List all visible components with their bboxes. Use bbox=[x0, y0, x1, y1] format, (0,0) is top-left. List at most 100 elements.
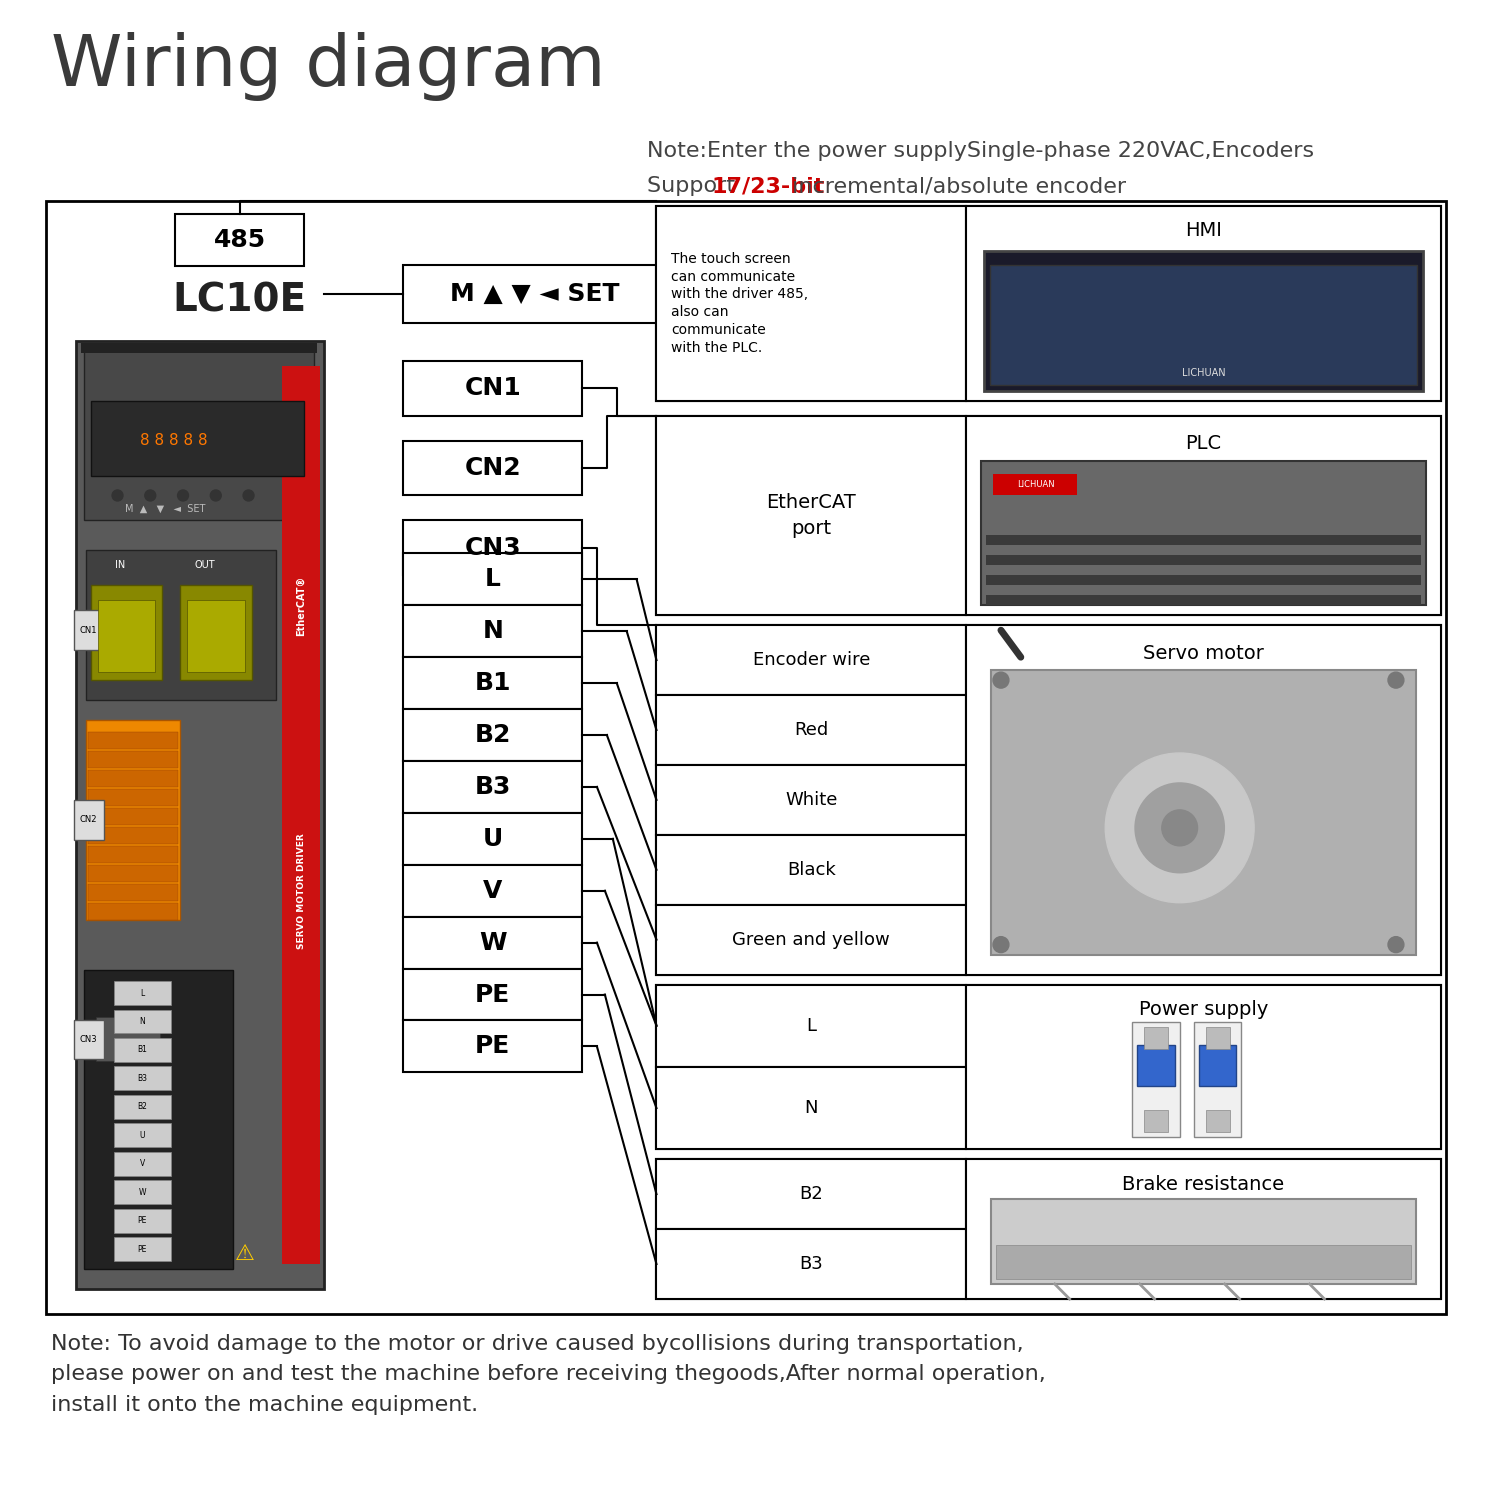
Text: Power supply: Power supply bbox=[1138, 1000, 1268, 1018]
Bar bbox=[87, 770, 178, 788]
Bar bbox=[84, 351, 314, 520]
Text: B2: B2 bbox=[474, 723, 512, 747]
Text: PLC: PLC bbox=[1185, 433, 1221, 453]
Bar bbox=[990, 266, 1418, 384]
Bar bbox=[404, 916, 582, 969]
Text: Note: To avoid damage to the motor or drive caused bycollisions during transport: Note: To avoid damage to the motor or dr… bbox=[51, 1334, 1046, 1414]
Bar bbox=[81, 344, 316, 352]
Bar bbox=[1132, 1023, 1180, 1137]
Bar bbox=[404, 520, 582, 576]
Bar bbox=[87, 884, 178, 900]
Bar bbox=[657, 626, 966, 694]
Bar bbox=[114, 1066, 171, 1090]
Bar bbox=[76, 340, 324, 1288]
Bar bbox=[657, 1066, 966, 1149]
Bar bbox=[986, 555, 1420, 566]
Bar bbox=[188, 600, 244, 672]
Text: Green and yellow: Green and yellow bbox=[732, 930, 890, 948]
Text: M  ▲   ▼   ◄  SET: M ▲ ▼ ◄ SET bbox=[124, 504, 206, 513]
Bar bbox=[657, 626, 1440, 975]
Circle shape bbox=[1388, 672, 1404, 688]
Bar bbox=[98, 600, 154, 672]
Text: M ▲ ▼ ◄ SET: M ▲ ▼ ◄ SET bbox=[450, 282, 620, 306]
Text: L: L bbox=[807, 1017, 816, 1035]
Bar bbox=[114, 1152, 171, 1176]
Bar bbox=[114, 981, 171, 1005]
Bar bbox=[657, 206, 966, 400]
Bar bbox=[1194, 1023, 1242, 1137]
Bar bbox=[992, 1198, 1416, 1284]
Bar bbox=[180, 585, 252, 680]
Bar bbox=[176, 214, 304, 266]
Bar bbox=[404, 606, 582, 657]
Text: CN2: CN2 bbox=[80, 816, 98, 825]
Bar bbox=[87, 903, 178, 920]
Bar bbox=[282, 366, 320, 1264]
Bar bbox=[966, 626, 1440, 975]
Bar bbox=[87, 808, 178, 825]
Text: CN1: CN1 bbox=[465, 376, 520, 400]
Text: CN3: CN3 bbox=[465, 536, 520, 560]
Bar bbox=[114, 1038, 171, 1062]
Bar bbox=[404, 865, 582, 916]
Bar bbox=[986, 596, 1420, 606]
Bar bbox=[404, 969, 582, 1020]
Bar bbox=[657, 1160, 966, 1228]
Text: PE: PE bbox=[476, 1035, 510, 1059]
Bar bbox=[986, 576, 1420, 585]
Bar bbox=[404, 554, 582, 606]
Circle shape bbox=[146, 490, 156, 501]
Text: White: White bbox=[784, 790, 837, 808]
Text: CN1: CN1 bbox=[80, 626, 98, 634]
Circle shape bbox=[243, 490, 254, 501]
Text: N: N bbox=[140, 1017, 146, 1026]
Text: CN3: CN3 bbox=[80, 1035, 98, 1044]
Text: L: L bbox=[140, 988, 144, 998]
Bar bbox=[404, 266, 666, 322]
Text: W: W bbox=[138, 1188, 146, 1197]
Bar bbox=[90, 585, 162, 680]
Text: B3: B3 bbox=[474, 776, 512, 800]
Text: Support: Support bbox=[646, 176, 742, 196]
Text: 485: 485 bbox=[213, 228, 266, 252]
Bar bbox=[114, 1124, 171, 1148]
Text: IN: IN bbox=[116, 561, 126, 570]
Circle shape bbox=[177, 490, 189, 501]
Bar bbox=[657, 206, 1440, 400]
Bar bbox=[657, 836, 966, 904]
Circle shape bbox=[1162, 810, 1197, 846]
Bar bbox=[984, 251, 1422, 390]
Circle shape bbox=[993, 672, 1010, 688]
Text: Brake resistance: Brake resistance bbox=[1122, 1174, 1284, 1194]
Bar bbox=[114, 1095, 171, 1119]
Bar bbox=[114, 1209, 171, 1233]
Text: N: N bbox=[804, 1100, 818, 1118]
Bar bbox=[657, 694, 966, 765]
Circle shape bbox=[112, 490, 123, 501]
Bar bbox=[966, 1160, 1440, 1299]
Text: Red: Red bbox=[794, 722, 828, 740]
Circle shape bbox=[1106, 753, 1254, 903]
Text: PE: PE bbox=[476, 982, 510, 1006]
Bar bbox=[46, 201, 1446, 1314]
Text: Note:Enter the power supplySingle-phase 220VAC,Encoders: Note:Enter the power supplySingle-phase … bbox=[646, 141, 1314, 160]
Bar bbox=[87, 865, 178, 882]
Bar bbox=[992, 670, 1416, 954]
Bar bbox=[114, 1180, 171, 1204]
Text: HMI: HMI bbox=[1185, 222, 1222, 240]
Bar bbox=[404, 760, 582, 813]
Text: Black: Black bbox=[788, 861, 836, 879]
Bar bbox=[86, 550, 276, 700]
Bar bbox=[74, 1020, 104, 1059]
Bar bbox=[87, 752, 178, 768]
Text: U: U bbox=[483, 827, 502, 850]
Text: 8 8 8 8 8: 8 8 8 8 8 bbox=[141, 433, 208, 448]
Bar bbox=[657, 904, 966, 975]
Bar bbox=[657, 416, 1440, 615]
Bar bbox=[404, 657, 582, 710]
Text: ⚠: ⚠ bbox=[234, 1244, 255, 1264]
Bar bbox=[1137, 1046, 1174, 1086]
Text: OUT: OUT bbox=[195, 561, 214, 570]
Bar bbox=[996, 1245, 1412, 1280]
Circle shape bbox=[210, 490, 220, 501]
